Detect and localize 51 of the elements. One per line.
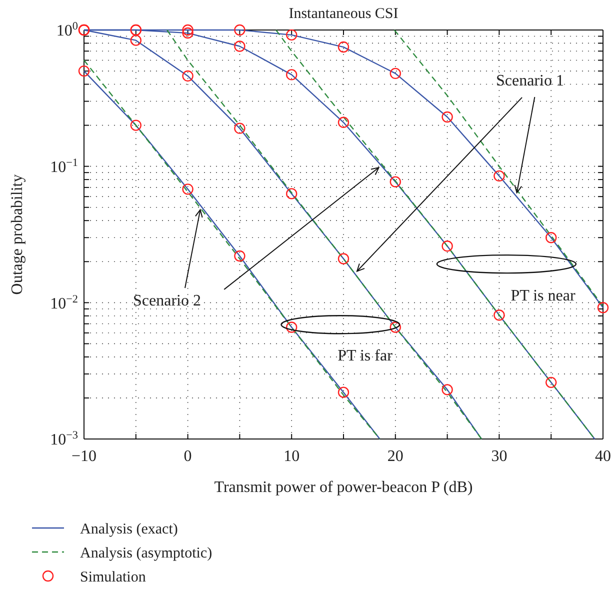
x-axis-title: Transmit power of power-beacon P (dB) [214, 479, 473, 496]
y-tick-label: 10$^{−2}$ [50, 293, 78, 312]
point [130, 34, 142, 46]
annotation: Scenario 1 [496, 72, 564, 90]
point [286, 29, 298, 41]
legend-label: Analysis (asymptotic) [80, 545, 212, 562]
point [234, 40, 246, 52]
point [182, 24, 194, 36]
point [494, 170, 505, 182]
point [390, 68, 401, 80]
annotation: PT is far [338, 348, 394, 365]
point [182, 27, 194, 39]
x-tick-label: 30 [491, 448, 508, 465]
x-tick-label: 40 [595, 448, 611, 465]
chart-title: Instantaneous CSI [288, 6, 398, 22]
y-axis-title: Outage probability [9, 174, 26, 295]
point [338, 253, 350, 264]
point [546, 232, 557, 244]
annotation: Scenario 2 [133, 292, 201, 310]
y-tick-label: 10$^{−1}$ [50, 156, 78, 176]
point [390, 322, 401, 333]
point [442, 111, 453, 123]
point [182, 184, 194, 195]
point [390, 176, 401, 188]
point [338, 41, 350, 53]
annotation: PT is near [510, 288, 576, 305]
point [286, 322, 298, 333]
point [442, 384, 453, 396]
point [338, 116, 350, 128]
point [442, 240, 453, 252]
x-tick-label: 0 [184, 448, 192, 465]
point [546, 376, 557, 388]
point [130, 120, 142, 131]
x-tick-label: 20 [387, 448, 404, 465]
point [338, 386, 350, 398]
point [286, 69, 298, 80]
y-tick-label: 10$^{−3}$ [50, 430, 78, 449]
point [286, 188, 298, 200]
point [494, 310, 505, 321]
point [234, 24, 246, 36]
legend-label: Simulation [80, 569, 146, 586]
legend-label: Analysis (exact) [80, 521, 178, 538]
point [182, 70, 194, 82]
point [234, 122, 246, 134]
point [78, 65, 90, 77]
x-tick-label: −10 [71, 448, 97, 465]
x-tick-label: 10 [284, 448, 300, 465]
point [234, 250, 246, 262]
line-series [275, 29, 596, 440]
y-tick-label: 10$^{0}$ [56, 20, 78, 40]
point [597, 302, 609, 314]
